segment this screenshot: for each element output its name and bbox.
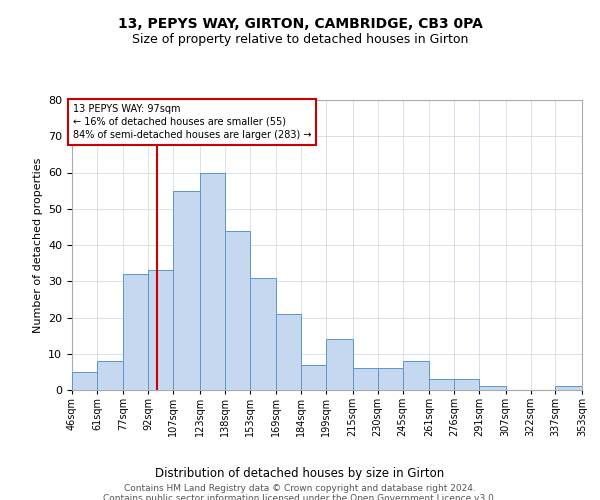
Bar <box>403 361 429 390</box>
Text: Contains HM Land Registry data © Crown copyright and database right 2024.: Contains HM Land Registry data © Crown c… <box>124 484 476 493</box>
Bar <box>301 364 326 390</box>
Bar <box>148 270 173 390</box>
Bar <box>277 314 301 390</box>
Bar <box>377 368 403 390</box>
Bar <box>124 274 148 390</box>
Bar <box>326 339 353 390</box>
Bar <box>353 368 377 390</box>
Bar <box>173 190 200 390</box>
Bar <box>479 386 506 390</box>
Text: 13, PEPYS WAY, GIRTON, CAMBRIDGE, CB3 0PA: 13, PEPYS WAY, GIRTON, CAMBRIDGE, CB3 0P… <box>118 18 482 32</box>
Bar <box>225 230 250 390</box>
Text: Size of property relative to detached houses in Girton: Size of property relative to detached ho… <box>132 32 468 46</box>
Text: 13 PEPYS WAY: 97sqm
← 16% of detached houses are smaller (55)
84% of semi-detach: 13 PEPYS WAY: 97sqm ← 16% of detached ho… <box>73 104 311 140</box>
Text: Contains public sector information licensed under the Open Government Licence v3: Contains public sector information licen… <box>103 494 497 500</box>
Bar <box>454 379 479 390</box>
Bar <box>97 361 124 390</box>
Bar <box>200 172 225 390</box>
Bar <box>250 278 277 390</box>
Bar <box>429 379 454 390</box>
Text: Distribution of detached houses by size in Girton: Distribution of detached houses by size … <box>155 468 445 480</box>
Bar <box>556 386 582 390</box>
Y-axis label: Number of detached properties: Number of detached properties <box>32 158 43 332</box>
Bar <box>72 372 97 390</box>
